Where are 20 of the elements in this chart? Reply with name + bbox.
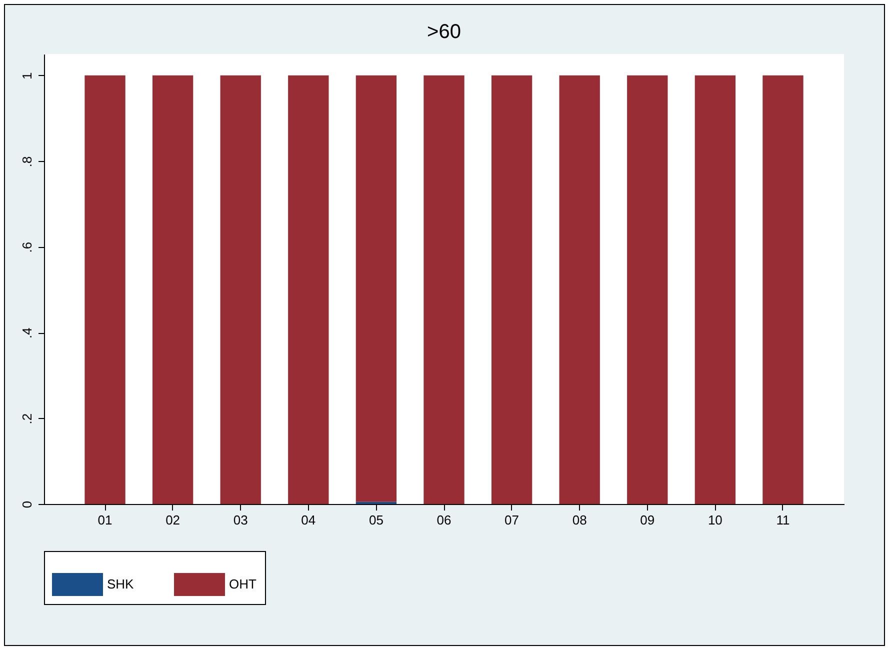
x-tick-label: 02: [166, 512, 180, 528]
x-tick-label: 10: [708, 512, 722, 528]
y-tick-label: 1: [20, 72, 34, 80]
x-tick-label: 04: [301, 512, 316, 528]
y-tick-label: .2: [20, 413, 34, 424]
x-tick-label: 05: [368, 512, 384, 528]
x-tick-label: 01: [98, 512, 112, 528]
x-tick-label: 06: [436, 512, 452, 528]
x-tick-label: 09: [640, 512, 655, 528]
x-tick-label: 07: [504, 512, 520, 528]
chart-title: >60: [427, 21, 461, 43]
x-tick-label: 11: [776, 512, 790, 528]
y-tick-label: .6: [20, 242, 34, 253]
x-tick-label: 08: [572, 512, 587, 528]
legend-label: SHK: [107, 576, 134, 592]
y-tick-label: .4: [20, 328, 34, 338]
y-tick-label: 0: [20, 500, 34, 508]
legend-label: OHT: [229, 576, 256, 592]
y-tick-label: .8: [20, 156, 34, 168]
x-tick-label: 03: [233, 512, 248, 528]
